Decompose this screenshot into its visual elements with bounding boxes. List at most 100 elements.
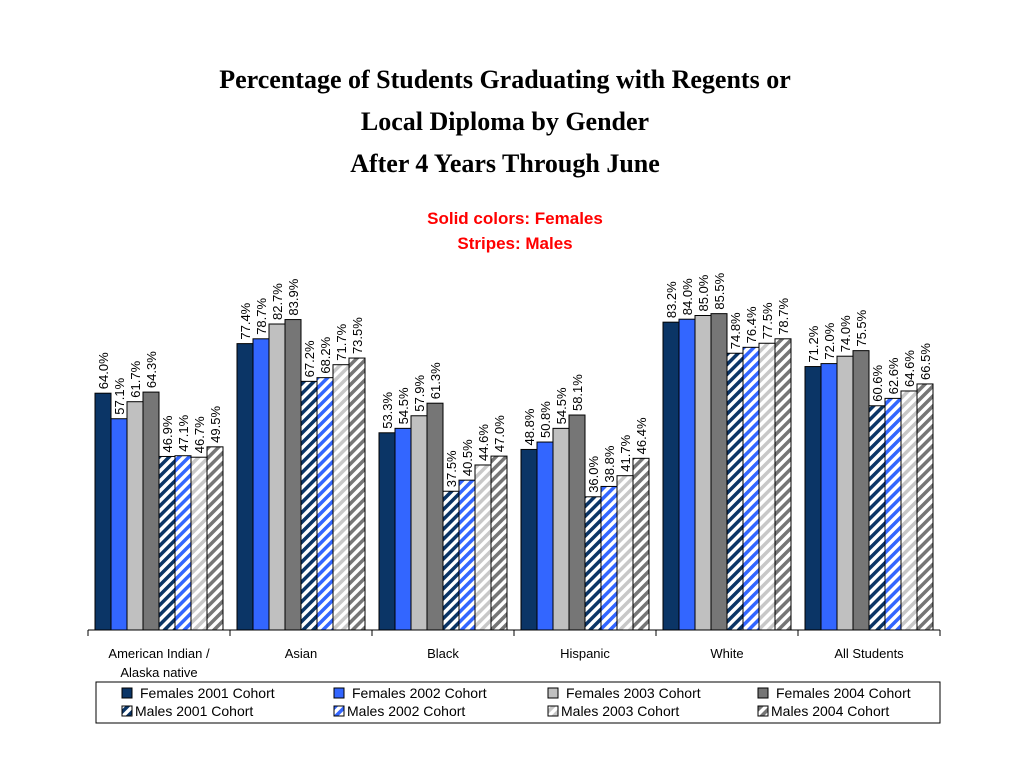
value-label: 77.5% <box>760 302 775 339</box>
bar <box>190 456 208 631</box>
value-label: 47.1% <box>176 414 191 451</box>
x-tick-label: White <box>710 646 744 661</box>
value-label: 46.4% <box>634 417 649 454</box>
value-label: 41.7% <box>618 434 633 471</box>
bar <box>252 338 270 631</box>
bar <box>316 377 334 631</box>
value-label: 49.5% <box>208 406 223 443</box>
bar <box>284 319 302 631</box>
value-label: 78.7% <box>776 298 791 335</box>
bar <box>126 401 144 631</box>
value-label: 44.6% <box>476 424 491 461</box>
bar <box>662 321 680 631</box>
value-label: 78.7% <box>254 298 269 335</box>
value-label: 50.8% <box>538 401 553 438</box>
value-label: 75.5% <box>854 309 869 346</box>
value-label: 74.8% <box>728 312 743 349</box>
value-label: 38.8% <box>602 445 617 482</box>
bar <box>520 448 538 631</box>
bar <box>694 315 712 631</box>
bar <box>726 352 744 631</box>
bar <box>616 475 634 631</box>
legend-label: Males 2001 Cohort <box>135 703 253 719</box>
value-label: 54.5% <box>396 387 411 424</box>
chart-subtitle: Solid colors: Females <box>427 209 603 228</box>
bar <box>552 427 570 631</box>
value-label: 85.5% <box>712 272 727 309</box>
legend-swatch <box>547 705 559 717</box>
value-label: 64.6% <box>902 350 917 387</box>
legend-swatch <box>121 687 133 699</box>
bar <box>348 357 366 631</box>
value-label: 74.0% <box>838 315 853 352</box>
legend-label: Males 2004 Cohort <box>771 703 889 719</box>
bar <box>710 313 728 631</box>
value-label: 82.7% <box>270 283 285 320</box>
legend-swatch <box>757 705 769 717</box>
bar <box>632 457 650 631</box>
bar <box>410 415 428 631</box>
value-label: 58.1% <box>570 374 585 411</box>
bar <box>868 405 886 631</box>
bar <box>900 390 918 631</box>
legend-swatch <box>333 687 345 699</box>
bar <box>568 414 586 631</box>
value-label: 62.6% <box>886 357 901 394</box>
value-label: 47.0% <box>492 415 507 452</box>
bar <box>142 391 160 631</box>
x-tick-label: Asian <box>284 646 318 661</box>
bar <box>206 446 224 631</box>
bar <box>332 364 350 631</box>
value-label: 73.5% <box>350 317 365 354</box>
value-label: 46.7% <box>192 416 207 453</box>
value-label: 84.0% <box>680 278 695 315</box>
bar <box>378 432 396 631</box>
legend-label: Females 2001 Cohort <box>140 685 275 701</box>
bar <box>678 318 696 631</box>
bar <box>442 490 460 631</box>
x-tick-label: Black <box>427 646 459 661</box>
value-label: 48.8% <box>522 408 537 445</box>
value-label: 83.2% <box>664 281 679 318</box>
value-label: 57.1% <box>112 377 127 414</box>
value-label: 53.3% <box>380 391 395 428</box>
chart-title: After 4 Years Through June <box>350 149 660 178</box>
bar <box>300 380 318 631</box>
legend-swatch <box>547 687 559 699</box>
bar <box>94 392 112 631</box>
legend-swatch <box>757 687 769 699</box>
x-tick-label: All Students <box>834 646 904 661</box>
value-label: 67.2% <box>302 340 317 377</box>
x-tick-label: Hispanic <box>560 646 610 661</box>
bar <box>158 455 176 631</box>
legend-swatch <box>121 705 133 717</box>
chart-title: Percentage of Students Graduating with R… <box>219 65 790 94</box>
value-label: 71.2% <box>806 325 821 362</box>
bar <box>804 366 822 631</box>
legend-box <box>95 681 941 724</box>
legend-swatch <box>333 705 345 717</box>
value-label: 61.3% <box>428 362 443 399</box>
legend-label: Females 2002 Cohort <box>352 685 487 701</box>
bar <box>758 342 776 631</box>
bar <box>820 363 838 631</box>
value-label: 83.9% <box>286 278 301 315</box>
value-label: 66.5% <box>918 343 933 380</box>
legend-label: Females 2004 Cohort <box>776 685 911 701</box>
bar <box>236 343 254 631</box>
bar <box>774 338 792 631</box>
bar <box>110 418 128 631</box>
bar <box>268 323 286 631</box>
value-label: 60.6% <box>870 364 885 401</box>
bar <box>474 464 492 631</box>
chart-subtitle: Stripes: Males <box>457 234 572 253</box>
value-label: 71.7% <box>334 323 349 360</box>
chart-title: Local Diploma by Gender <box>361 107 649 136</box>
bar <box>584 496 602 631</box>
bar <box>884 397 902 631</box>
value-label: 64.0% <box>96 352 111 389</box>
x-tick-label: American Indian / Alaska native <box>108 646 210 680</box>
legend-label: Males 2002 Cohort <box>347 703 465 719</box>
